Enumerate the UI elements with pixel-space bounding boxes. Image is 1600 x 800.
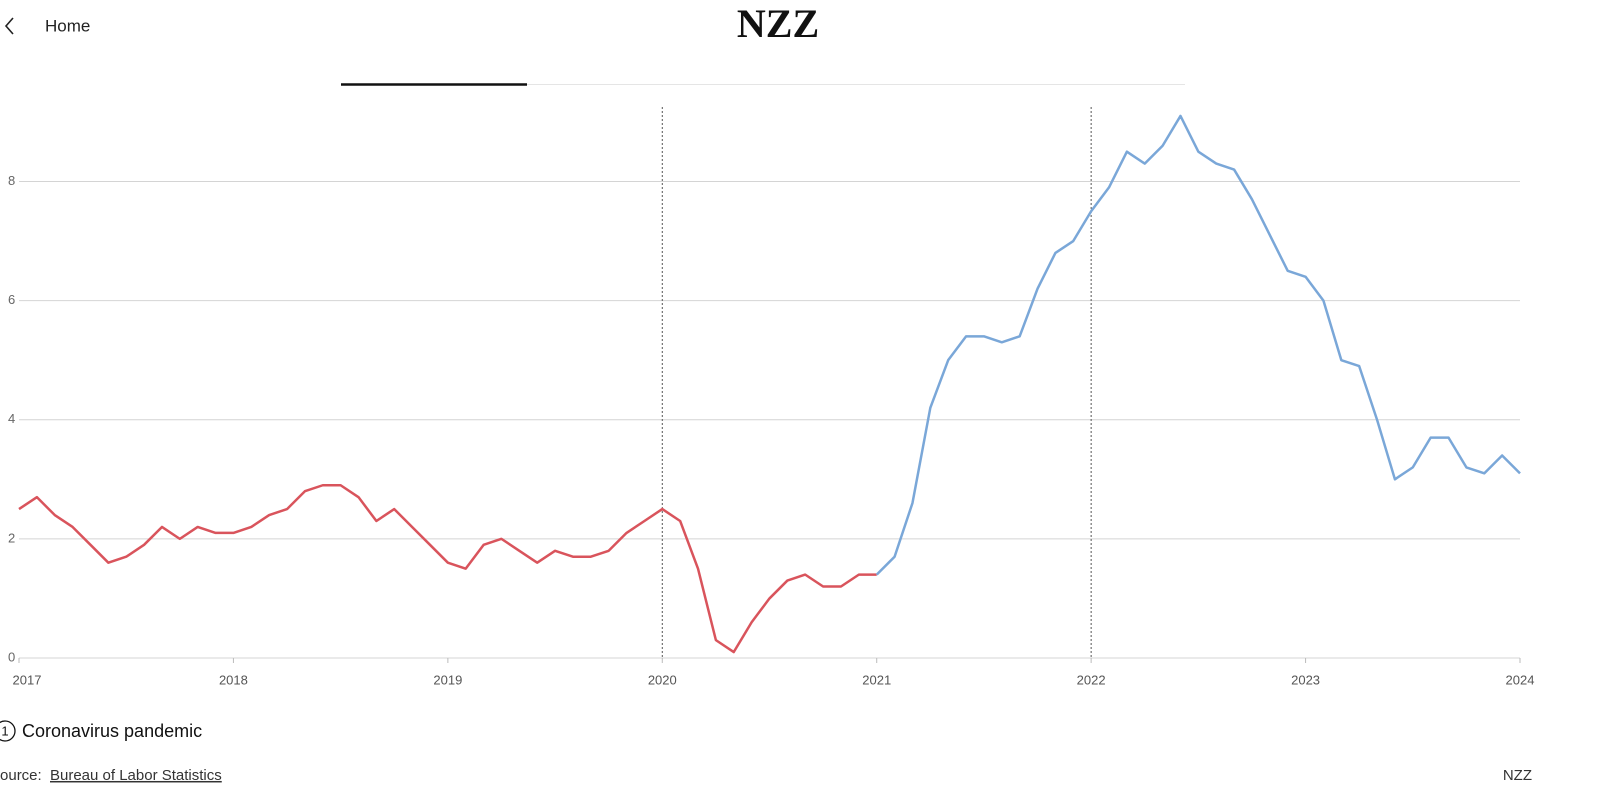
footer-brand: NZZ <box>1503 767 1532 784</box>
y-tick-label: 2 <box>8 530 15 545</box>
x-tick-label: 2018 <box>219 672 248 687</box>
x-tick-label: 2023 <box>1291 672 1320 687</box>
x-tick-label: 2022 <box>1077 672 1106 687</box>
x-tick-label: 2024 <box>1506 672 1535 687</box>
logo[interactable]: NZZ <box>737 1 819 46</box>
line-series <box>875 114 1521 576</box>
footnote-badge <box>0 720 16 742</box>
footnote-text: Coronavirus pandemic <box>22 721 202 741</box>
y-tick-label: 6 <box>8 292 15 307</box>
footnote-number: 1 <box>1 723 8 738</box>
back-link[interactable]: Home <box>45 16 90 35</box>
source-link[interactable]: Bureau of Labor Statistics <box>50 767 222 784</box>
y-tick-label: 4 <box>8 411 15 426</box>
x-tick-label: 2021 <box>862 672 891 687</box>
source-prefix: Source: <box>0 767 42 784</box>
y-tick-label: 8 <box>8 173 15 188</box>
back-icon[interactable] <box>4 17 14 35</box>
chart: 0 2 4 6 8 2017 2018 2019 2020 2021 2022 2023 2024 <box>8 107 1534 687</box>
line-series <box>18 484 877 654</box>
y-tick-label: 0 <box>8 649 15 664</box>
x-tick-label: 2017 <box>13 672 42 687</box>
x-tick-label: 2020 <box>648 672 677 687</box>
x-tick-label: 2019 <box>433 672 462 687</box>
